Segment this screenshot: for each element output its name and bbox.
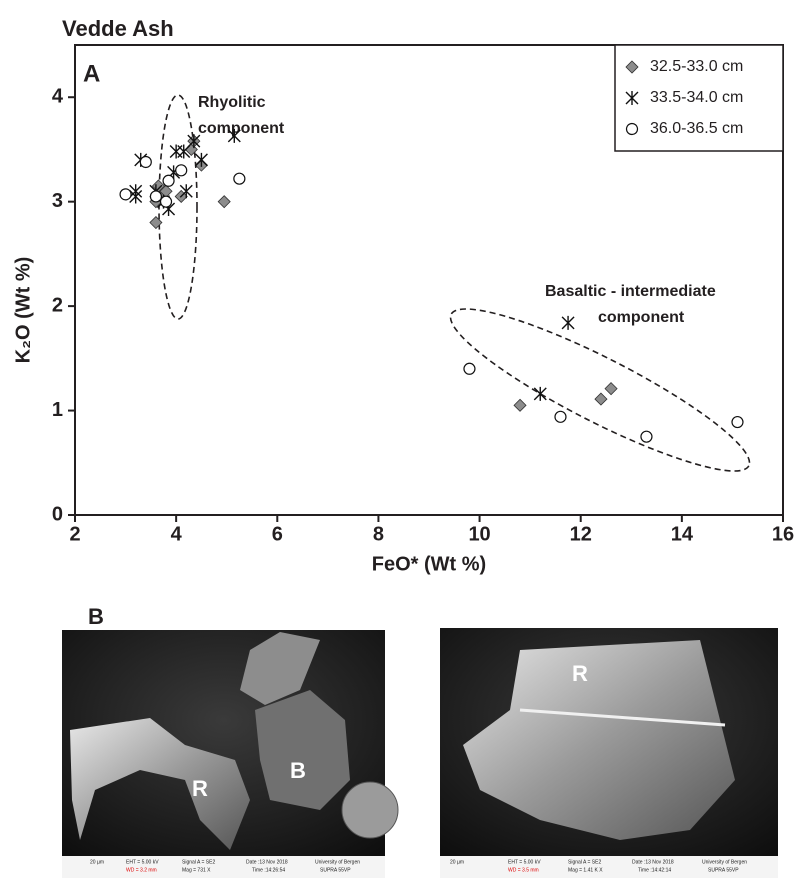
info-text: University of Bergen (702, 859, 747, 865)
marker (187, 134, 201, 149)
panel-label: B (88, 604, 104, 629)
x-tick-label: 6 (272, 523, 283, 545)
marker (179, 184, 193, 199)
legend-marker (625, 91, 639, 105)
marker (561, 315, 575, 330)
x-tick-label: 16 (772, 523, 794, 545)
grain-label: R (192, 776, 208, 801)
marker (640, 430, 653, 443)
sem-image (62, 630, 399, 878)
annotation: component (198, 120, 285, 137)
grain-label: B (290, 758, 306, 783)
x-tick-label: 14 (671, 523, 694, 545)
marker (175, 164, 188, 177)
info-text: SUPRA 55VP (320, 867, 351, 873)
x-tick-label: 2 (69, 523, 80, 545)
marker (513, 398, 527, 412)
info-text: Time :14:42:14 (638, 867, 671, 873)
chart-title: Vedde Ash (62, 16, 174, 41)
annotation: Rhyolitic (198, 94, 266, 111)
marker (139, 155, 152, 169)
info-text: Time :14:26:54 (252, 867, 285, 873)
y-tick-label: 0 (52, 503, 63, 525)
legend-label: 33.5-34.0 cm (650, 89, 743, 106)
marker (217, 195, 231, 209)
y-axis-label: K₂O (Wt %) (12, 257, 34, 364)
marker (731, 415, 744, 429)
info-text: Mag = 731 X (182, 867, 211, 873)
marker (594, 392, 608, 406)
marker (463, 362, 476, 375)
marker (554, 410, 567, 423)
info-text: WD = 3.2 mm (126, 867, 157, 873)
info-text: EHT = 5.00 kV (508, 859, 541, 865)
info-text: SUPRA 55VP (708, 867, 739, 873)
info-text: Signal A = SE2 (568, 859, 601, 865)
info-text: Date :13 Nov 2018 (632, 859, 674, 865)
legend-marker (625, 60, 639, 74)
y-tick-label: 3 (52, 190, 63, 212)
marker (162, 174, 175, 187)
basaltic-ellipse (449, 308, 751, 472)
info-text: EHT = 5.00 kV (126, 859, 159, 865)
marker (233, 172, 246, 185)
legend-label: 32.5-33.0 cm (650, 58, 743, 75)
x-tick-label: 10 (468, 523, 490, 545)
y-tick-label: 1 (52, 399, 63, 421)
info-text: WD = 3.5 mm (508, 867, 539, 873)
marker (169, 144, 183, 159)
marker (149, 190, 163, 203)
info-text: Date :13 Nov 2018 (246, 859, 288, 865)
marker (119, 188, 132, 201)
y-tick-label: 2 (52, 294, 63, 316)
marker (227, 128, 241, 143)
legend-box (614, 44, 784, 152)
marker (129, 184, 143, 199)
sem-image (440, 628, 778, 878)
panel-label: A (83, 60, 100, 87)
scale-bar: 20 µm (90, 859, 104, 865)
scale-bar: 20 µm (450, 859, 464, 865)
legend-label: 36.0-36.5 cm (650, 120, 743, 137)
marker (533, 386, 547, 401)
x-tick-label: 12 (570, 523, 592, 545)
x-tick-label: 8 (373, 523, 384, 545)
annotation: component (598, 309, 685, 326)
marker (604, 382, 618, 396)
grain-label: R (572, 661, 588, 686)
y-tick-label: 4 (52, 86, 64, 108)
info-text: Mag = 1.41 K X (568, 867, 603, 873)
marker (159, 195, 173, 208)
marker (194, 152, 208, 167)
sem-info: 20 µm EHT = 5.00 kV WD = 3.2 mm Signal A… (90, 859, 747, 873)
legend-marker (625, 122, 639, 136)
plot-frame (74, 44, 784, 516)
info-text: University of Bergen (315, 859, 360, 865)
info-text: Signal A = SE2 (182, 859, 215, 865)
marker (149, 215, 163, 230)
x-axis-label: FeO* (Wt %) (372, 553, 486, 575)
marker (177, 144, 191, 159)
x-tick-label: 4 (171, 523, 183, 545)
annotation: Basaltic - intermediate (545, 283, 716, 300)
